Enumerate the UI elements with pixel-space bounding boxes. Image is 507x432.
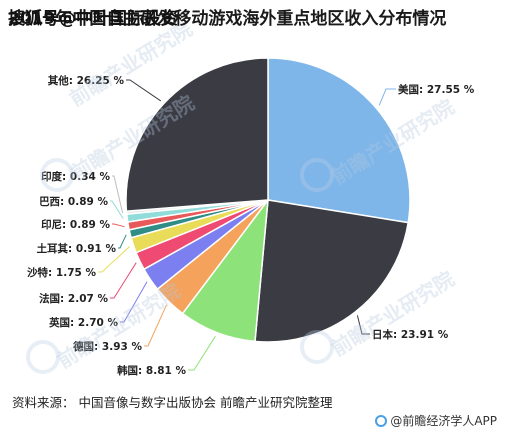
slice-label-7: 沙特: 1.75 %: [27, 266, 96, 279]
slice-label-6: 法国: 2.07 %: [39, 292, 108, 305]
leader-line-2: [356, 315, 370, 335]
leader-line-8: [118, 234, 127, 249]
leader-line-9: [112, 223, 125, 228]
pie-slice-2: [254, 199, 410, 343]
slice-label-10: 巴西: 0.89 %: [39, 196, 108, 208]
chart-title: 2019年中国自主研发移动游戏海外重点地区收入分布情况: [8, 9, 447, 29]
leader-line-7: [98, 246, 130, 273]
leader-line-4: [144, 304, 167, 347]
slice-label-2: 日本: 23.91 %: [372, 328, 449, 341]
brand-logo-icon: [375, 415, 388, 427]
pie-slice-12: [125, 57, 269, 212]
overlay-watermark: 搜狐号@中叶国际投资: [8, 9, 178, 29]
slice-label-9: 印尼: 0.89 %: [41, 219, 110, 231]
leader-line-6: [110, 262, 137, 299]
leader-line-1: [378, 88, 396, 106]
source-note: 资料来源： 中国音像与数字出版协会 前瞻产业研究院整理: [12, 395, 333, 410]
leader-line-11: [112, 175, 124, 214]
brand-label: @前瞻经济学人APP: [390, 414, 497, 428]
slice-label-8: 土耳其: 0.91 %: [37, 242, 117, 255]
leader-line-5: [120, 281, 148, 323]
slice-label-12: 其他: 26.25 %: [48, 74, 125, 87]
slice-label-3: 韩国: 8.81 %: [117, 364, 186, 377]
slice-label-4: 德国: 3.93 %: [72, 340, 142, 353]
leader-line-10: [110, 200, 124, 219]
leader-line-12: [126, 79, 162, 102]
brand-credit: @前瞻经济学人APP: [375, 412, 497, 429]
pie-slice-1: [267, 57, 411, 224]
leader-line-3: [188, 335, 216, 371]
slice-label-1: 美国: 27.55 %: [398, 83, 475, 96]
slice-label-11: 印度: 0.34 %: [41, 170, 110, 183]
slice-label-5: 英国: 2.70 %: [48, 316, 118, 329]
